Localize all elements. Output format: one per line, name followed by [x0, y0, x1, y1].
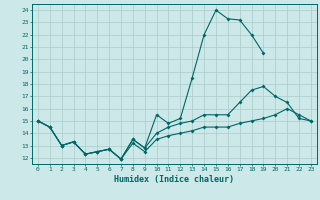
X-axis label: Humidex (Indice chaleur): Humidex (Indice chaleur): [115, 175, 234, 184]
